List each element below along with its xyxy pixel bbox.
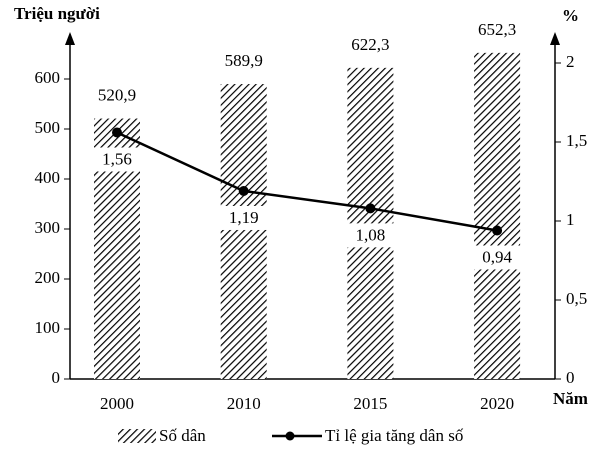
y-tick-label: 200 [35,268,61,287]
line-label-bg [217,205,270,230]
y-axis-title: Triệu người [14,4,100,23]
line-label-bg [344,223,397,248]
y2-tick-label: 0,5 [566,289,587,308]
legend-label: Số dân [159,426,206,445]
bar [474,52,521,379]
line-label-bg [91,147,143,172]
y-tick-label: 100 [35,318,61,337]
line-marker [112,127,122,138]
bar-value-label: 622,3 [351,35,389,54]
legend-swatch-bar [118,429,156,443]
y2-tick-label: 1 [566,210,575,229]
y-tick-label: 300 [35,218,61,237]
y2-tick-label: 0 [566,368,575,387]
bar-value-label: 652,3 [478,20,516,39]
y-tick-label: 400 [35,168,61,187]
line-marker [492,225,503,236]
legend-label: Tỉ lệ gia tăng dân số [325,426,464,445]
y-axis-arrow [65,32,75,45]
legend-marker [285,431,295,441]
x-tick-label: 2000 [100,394,134,413]
line-marker [238,185,249,196]
line-value-label: 1,56 [102,149,132,168]
line-marker [365,203,376,214]
x-tick-label: 2010 [227,394,261,413]
bar [220,84,267,380]
bar-value-label: 589,9 [225,51,263,70]
y-tick-label: 0 [52,368,61,387]
line-value-label: 1,08 [356,225,386,244]
line-value-label: 0,94 [482,247,512,266]
line-value-label: 1,19 [229,208,259,227]
y2-axis-title: % [562,6,579,25]
x-tick-label: 2020 [480,394,514,413]
y2-axis-arrow [550,32,560,45]
x-tick-label: 2015 [353,394,387,413]
y-tick-label: 600 [35,68,61,87]
y-tick-label: 500 [35,118,61,137]
y2-tick-label: 1,5 [566,131,587,150]
line-label-bg [471,245,524,270]
y2-tick-label: 2 [566,52,575,71]
x-axis-title: Năm [553,389,588,408]
line [116,131,498,232]
bar-value-label: 520,9 [98,85,136,104]
